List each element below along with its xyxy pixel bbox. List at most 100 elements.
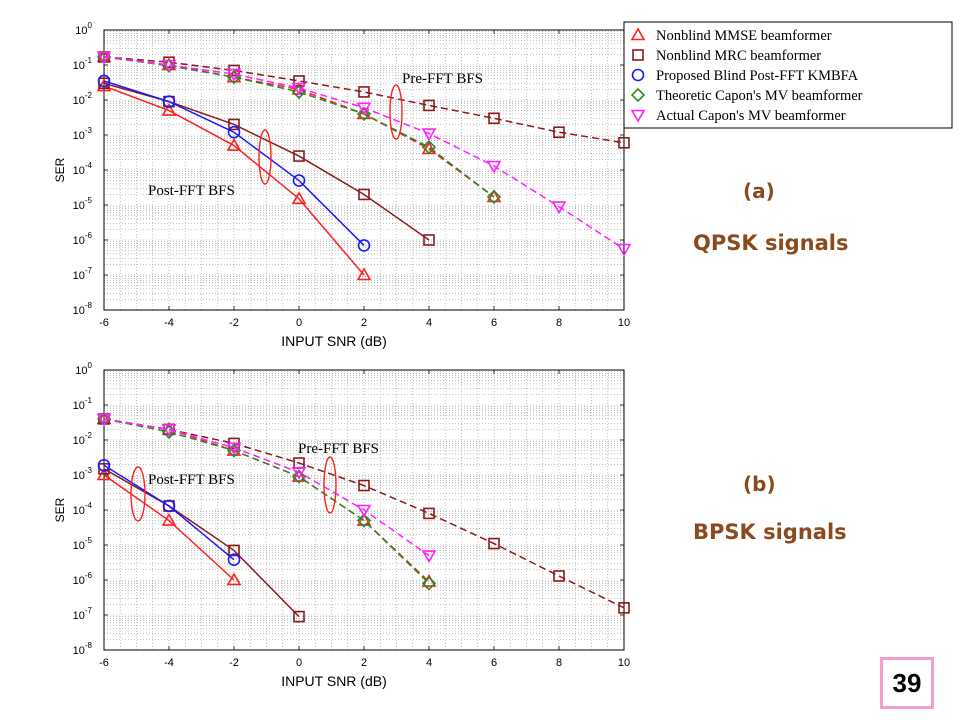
group-ellipse [389,84,403,140]
y-tick-label: 10-7 [73,266,93,282]
y-tick-exponent: -1 [85,396,93,405]
chart-panel-b: -6 -4 -2 0 2 4 6 8 10 10-8 10-7 10-6 10-5 10-4 10-3 10-… [53,361,630,689]
group-ellipse [323,456,337,514]
data-point-triangle-up [356,512,372,526]
y-tick-label: 10-3 [73,466,93,482]
data-point-square [618,136,630,149]
data-point-diamond [356,513,372,528]
series-3 [97,74,371,252]
legend-entry: Proposed Blind Post-FFT KMBFA [656,68,859,84]
legend-marker-triangle-down [630,109,646,123]
data-point-triangle-down [291,82,307,96]
data-point-triangle-up [291,191,307,205]
data-point-square [358,479,370,492]
y-tick-exponent: -1 [85,56,93,65]
x-tick-label: 6 [491,317,497,329]
x-tick-label: 2 [361,657,367,669]
data-point-square [553,126,565,139]
data-point-circle [162,95,176,108]
legend-entry: Nonblind MRC beamformer [656,48,821,64]
legend-marker-triangle-up [630,27,646,41]
x-tick-label: 4 [426,317,432,329]
y-tick-exponent: -6 [85,231,93,240]
data-point-diamond [421,576,437,591]
x-tick-label: -6 [99,317,109,329]
data-point-triangle-down [96,413,112,427]
series-7 [96,51,632,257]
y-tick-exponent: -2 [85,91,93,100]
y-tick-exponent: -4 [85,161,93,170]
series-3 [97,458,241,567]
data-point-diamond [356,106,372,122]
data-point-square [553,570,565,582]
data-point-circle [97,458,111,472]
y-tick-exponent: -6 [85,571,93,580]
data-point-square [358,86,370,98]
x-tick-label: 10 [618,317,630,329]
series-line [103,80,365,246]
data-point-circle [292,174,306,187]
series-line [103,56,625,250]
x-axis-label: INPUT SNR (dB) [281,673,387,689]
y-tick-exponent: -5 [85,196,93,205]
y-tick-label: 10-1 [73,56,93,72]
panel-b-description: BPSK signals [693,520,847,544]
y-tick-label: 10-2 [73,431,93,447]
annotation-pre-fft: Pre-FFT BFS [298,441,379,457]
x-tick-label: 2 [361,317,367,329]
data-point-square [618,602,630,614]
y-tick-label: 10-8 [73,301,93,317]
y-tick-label: 10-6 [73,231,93,247]
data-point-diamond [486,189,502,205]
y-tick-exponent: -2 [85,431,93,440]
y-tick-label: 10-5 [73,196,93,212]
series-line [103,418,625,609]
data-point-triangle-up [356,267,372,281]
y-tick-exponent: -3 [85,466,93,475]
x-tick-label: 8 [556,317,562,329]
data-point-triangle-up [161,102,177,116]
group-ellipse [258,129,272,185]
series-line [103,56,495,198]
y-tick-label: 10-8 [73,641,93,657]
data-point-circle [227,553,241,567]
data-point-circle [227,125,241,139]
data-point-square [293,610,305,623]
data-point-triangle-down [551,201,567,215]
data-point-triangle-up [226,572,242,586]
data-point-triangle-down [226,442,242,456]
panel-a-description: QPSK signals [693,231,849,255]
x-tick-label: 10 [618,657,630,669]
series-line [103,56,495,198]
x-tick-label: 0 [296,657,302,669]
data-point-triangle-down [421,128,437,142]
data-point-triangle-up [226,137,242,151]
y-tick-label: 100 [75,361,92,377]
page-number: 39 [880,657,934,709]
x-tick-label: -4 [164,657,174,669]
data-point-square [423,507,435,520]
series-line [103,474,235,581]
legend-entry: Theoretic Capon's MV beamformer [656,88,863,104]
legend-marker-square [632,49,644,61]
y-tick-label: 10-4 [73,161,93,177]
data-point-triangle-down [291,466,307,480]
series-7 [96,413,437,564]
annotation-post-fft: Post-FFT BFS [148,183,235,199]
y-tick-label: 10-6 [73,571,93,587]
y-tick-exponent: -8 [85,641,93,650]
series-line [103,418,430,557]
panel-a-tag: (a) [743,179,775,203]
y-tick-exponent: -4 [85,501,93,510]
legend-marker-diamond [630,87,646,103]
data-point-triangle-down [356,102,372,116]
data-point-square [423,234,435,246]
data-point-circle [97,74,111,88]
series-line [103,418,430,584]
y-tick-label: 10-3 [73,126,93,142]
data-point-circle [162,499,176,513]
data-point-square [228,544,240,557]
group-ellipse [130,466,146,522]
annotation-pre-fft: Pre-FFT BFS [402,71,483,87]
